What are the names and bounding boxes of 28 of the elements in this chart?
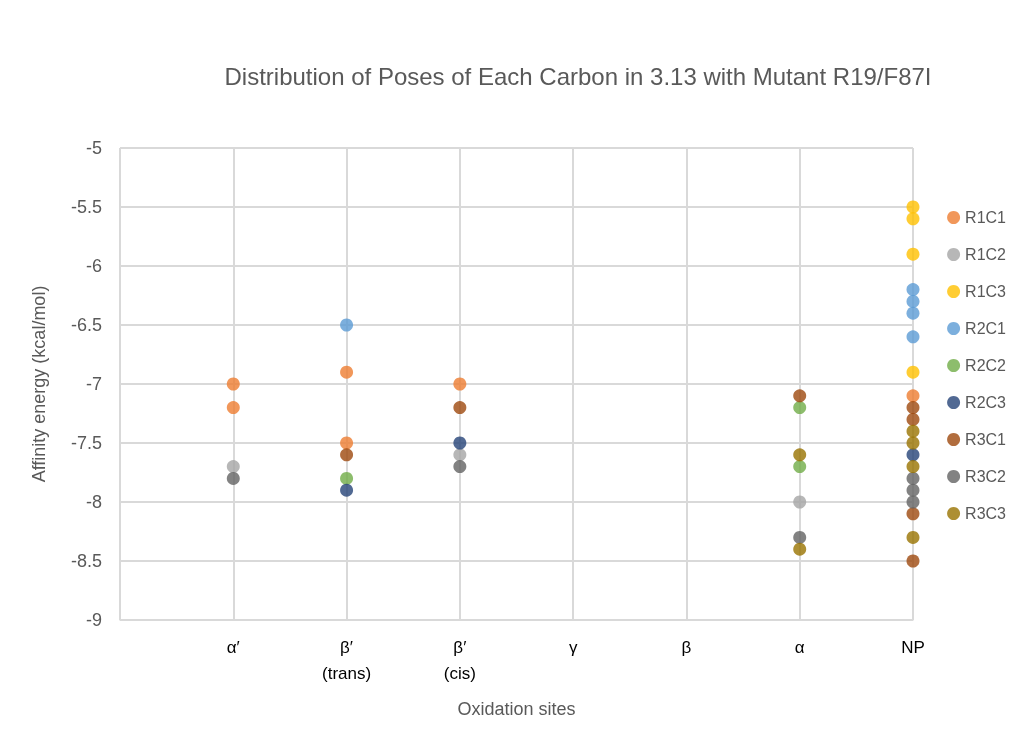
legend-label: R1C2 xyxy=(965,246,1007,263)
legend-label: R1C1 xyxy=(965,209,1007,226)
y-axis-title: Affinity energy (kcal/mol) xyxy=(29,285,49,483)
y-tick-label: -9 xyxy=(85,610,102,630)
y-tick-label: -8.5 xyxy=(70,551,102,571)
y-tick-label: -6 xyxy=(85,256,102,276)
x-tick-label: α xyxy=(794,637,805,657)
legend-label: R2C2 xyxy=(965,357,1007,374)
x-axis-title: Oxidation sites xyxy=(457,699,576,719)
x-tick-label: β′ (trans) xyxy=(322,637,372,683)
x-tick-label: γ xyxy=(568,637,578,657)
y-tick-label: -8 xyxy=(85,492,102,512)
x-tick-label: β′ (cis) xyxy=(443,637,476,683)
y-tick-label: -5 xyxy=(85,138,102,158)
y-tick-label: -7.5 xyxy=(70,433,102,453)
legend-label: R3C3 xyxy=(965,505,1007,522)
legend-label: R1C3 xyxy=(965,283,1007,300)
y-tick-label: -5.5 xyxy=(70,197,102,217)
legend-label: R3C2 xyxy=(965,468,1007,485)
x-tick-label: α′ xyxy=(226,637,240,657)
legend-label: R3C1 xyxy=(965,431,1007,448)
y-tick-label: -6.5 xyxy=(70,315,102,335)
legend-label: R2C1 xyxy=(965,320,1007,337)
legend-label: R2C3 xyxy=(965,394,1007,411)
x-tick-label: β xyxy=(681,637,692,657)
chart-title: Distribution of Poses of Each Carbon in 3.13 with Mutant R19/F87I xyxy=(224,62,932,90)
y-tick-label: -7 xyxy=(85,374,102,394)
x-tick-label: NP xyxy=(901,637,925,657)
